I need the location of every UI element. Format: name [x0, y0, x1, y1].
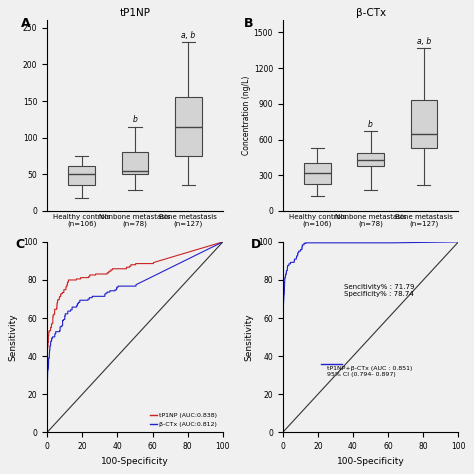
Title: β-CTx: β-CTx: [356, 9, 386, 18]
X-axis label: 100-Specificity: 100-Specificity: [101, 456, 169, 465]
Title: tP1NP: tP1NP: [119, 9, 150, 18]
PathPatch shape: [410, 100, 437, 148]
PathPatch shape: [175, 98, 201, 156]
Text: b: b: [133, 115, 137, 124]
Text: B: B: [244, 17, 254, 30]
Text: tP1NP+β-CTx (AUC : 0.851)
95% CI (0.794- 0.897): tP1NP+β-CTx (AUC : 0.851) 95% CI (0.794-…: [327, 366, 412, 376]
Text: Sencitivity% : 71.79
Specificity% : 78.74: Sencitivity% : 71.79 Specificity% : 78.7…: [344, 284, 415, 297]
Text: a, b: a, b: [181, 30, 195, 39]
Text: C: C: [16, 238, 25, 251]
Text: A: A: [21, 17, 30, 30]
Text: D: D: [251, 238, 261, 251]
PathPatch shape: [122, 152, 148, 174]
PathPatch shape: [304, 164, 331, 183]
PathPatch shape: [357, 153, 384, 166]
Y-axis label: Sensitivity: Sensitivity: [9, 313, 18, 361]
Text: b: b: [368, 120, 373, 129]
Legend: tP1NP (AUC:0.838), β-CTx (AUC:0.812): tP1NP (AUC:0.838), β-CTx (AUC:0.812): [147, 410, 219, 429]
X-axis label: 100-Specificity: 100-Specificity: [337, 456, 404, 465]
Text: a, b: a, b: [417, 36, 431, 46]
Y-axis label: Concentration (ng/L): Concentration (ng/L): [242, 76, 251, 155]
Y-axis label: Sensitivity: Sensitivity: [244, 313, 253, 361]
PathPatch shape: [68, 165, 95, 185]
